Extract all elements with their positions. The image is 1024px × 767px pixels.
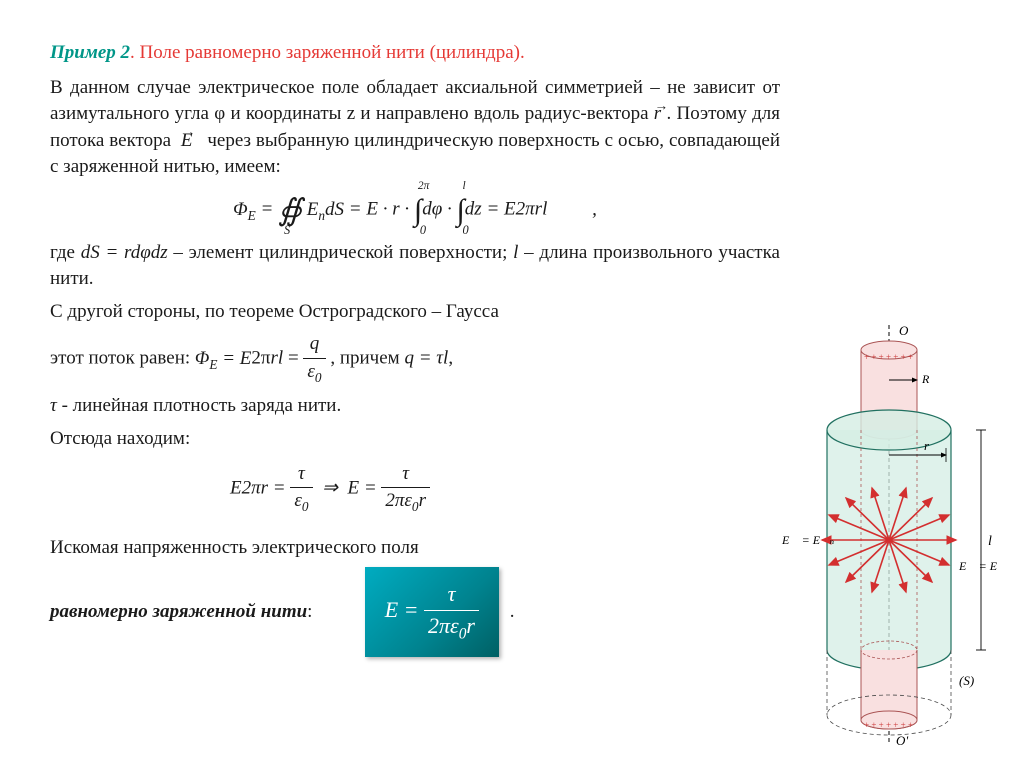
p8-colon: : — [307, 601, 312, 622]
equation-flux: ΦE = ∯ S EndS = E · r · 2π ∫ 0 dφ · l ∫ … — [50, 189, 780, 232]
p2-a: где — [50, 242, 81, 263]
vector-E: E — [181, 130, 193, 151]
p4-a: этот поток равен: — [50, 348, 195, 369]
label-O-bottom: O' — [896, 733, 908, 748]
heading-text: . Поле равномерно заряженной нити (цилин… — [130, 42, 525, 63]
svg-text:+ + + + + + +: + + + + + + + — [864, 352, 913, 362]
label-E-right: E⃗ = E⃗ₙ — [958, 559, 1004, 573]
label-R: R — [921, 372, 930, 386]
p2-b: – элемент цилиндрической поверхности; — [168, 242, 514, 263]
label-O-top: O — [899, 323, 909, 338]
paragraph-6: Отсюда находим: — [50, 426, 780, 453]
example-label: Пример 2 — [50, 42, 130, 63]
paragraph-5: τ - линейная плотность заряда нити. — [50, 393, 780, 420]
result-dot: . — [510, 601, 515, 622]
equation-derive: E2πr = τε0 ⇒ E = τ2πε0r — [50, 461, 780, 517]
p4-c: , — [448, 348, 453, 369]
p8-bold: равномерно заряженной нити — [50, 601, 307, 622]
label-l: l — [988, 534, 992, 549]
ds-expr: dS = rdφdz — [81, 242, 168, 263]
result-formula-box: E = τ2πε0r — [365, 567, 499, 657]
paragraph-4: этот поток равен: ΦE = E2πrl = qε0 , при… — [50, 331, 780, 387]
p4-b: , причем — [330, 348, 404, 369]
svg-text:+ + + + + + +: + + + + + + + — [864, 720, 913, 730]
q-tau-l: q = τl — [404, 348, 448, 369]
paragraph-1: В данном случае электрическое поле облад… — [50, 75, 780, 181]
title-line: Пример 2. Поле равномерно заряженной нит… — [50, 40, 780, 67]
label-E-left: E⃗ = E⃗ₙ — [781, 533, 834, 547]
p5-txt: - линейная плотность заряда нити. — [57, 395, 341, 416]
label-S: (S) — [959, 673, 974, 688]
paragraph-7: Искомая напряженность электрического пол… — [50, 535, 780, 562]
paragraph-8: равномерно заряженной нити: E = τ2πε0r . — [50, 567, 780, 657]
cylinder-diagram: O O' + + + + + + + + + + + + + + R r l (… — [774, 320, 1004, 750]
paragraph-2: где dS = rdφdz – элемент цилиндрической … — [50, 240, 780, 293]
paragraph-3: С другой стороны, по теореме Остроградск… — [50, 299, 780, 326]
vector-r: r — [654, 103, 661, 124]
